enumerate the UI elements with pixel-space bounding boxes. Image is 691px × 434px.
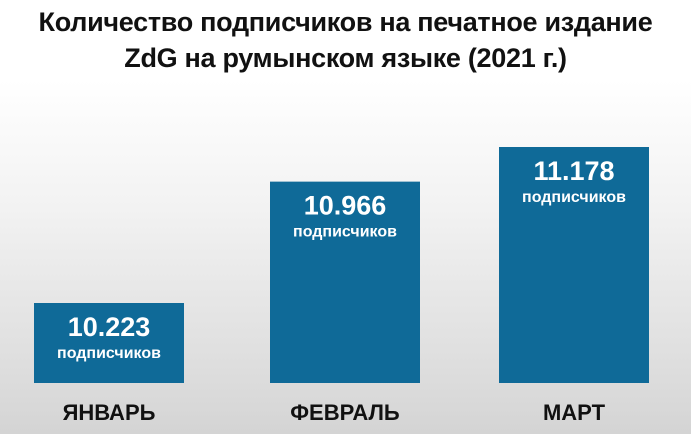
bar-unit-label-3: подписчиков bbox=[522, 189, 626, 206]
bar-value-label-1: 10.223 bbox=[68, 312, 151, 342]
category-label-3: МАРТ bbox=[543, 400, 606, 425]
chart-title-line-1: Количество подписчиков на печатное издан… bbox=[38, 7, 653, 37]
bars-group: 10.223 подписчиков 10.966 подписчиков 11.178… bbox=[34, 147, 649, 383]
bar-value-label-3: 11.178 bbox=[533, 156, 614, 186]
bar-1 bbox=[34, 303, 184, 383]
chart-title-line-2: ZdG на румынском языке (2021 г.) bbox=[124, 43, 567, 73]
bar-3 bbox=[499, 147, 649, 383]
category-label-1: ЯНВАРЬ bbox=[63, 400, 156, 425]
bar-value-label-2: 10.966 bbox=[304, 191, 387, 221]
bar-2 bbox=[270, 181, 420, 383]
bar-unit-label-1: подписчиков bbox=[57, 345, 161, 362]
bar-unit-label-2: подписчиков bbox=[293, 224, 397, 241]
chart-title: Количество подписчиков на печатное издан… bbox=[0, 4, 691, 76]
category-labels-group: ЯНВАРЬ ФЕВРАЛЬ МАРТ bbox=[63, 400, 606, 425]
category-label-2: ФЕВРАЛЬ bbox=[290, 400, 400, 425]
